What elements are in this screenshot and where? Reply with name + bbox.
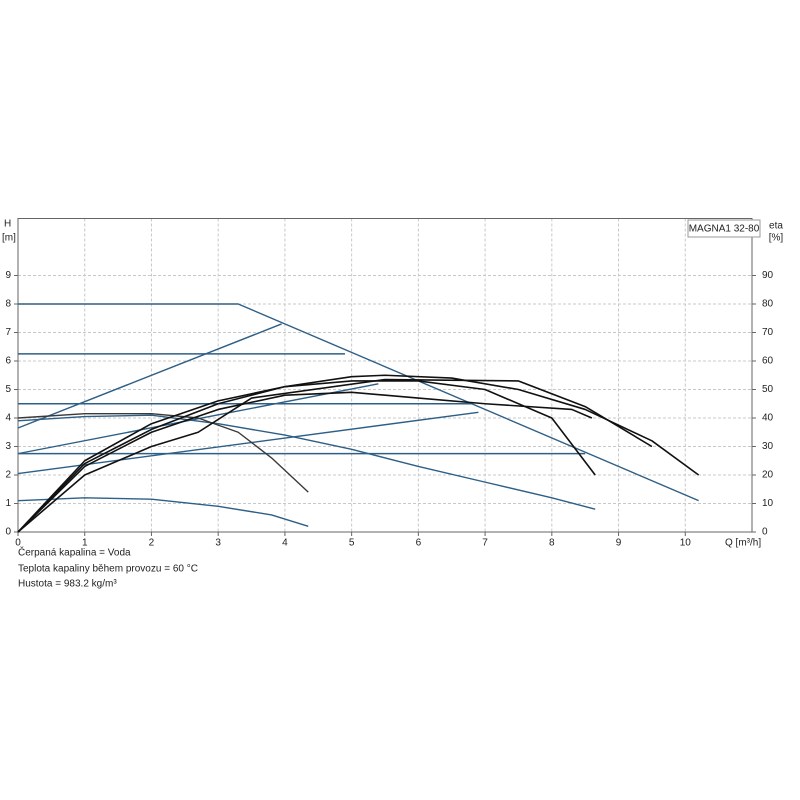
title-box [687, 219, 761, 238]
x-tick-label: 9 [616, 538, 622, 549]
y-tick-label: 0 [5, 527, 11, 538]
x-tick-label: 7 [482, 538, 488, 549]
chart-title: MAGNA1 32-80 [689, 224, 760, 235]
y-tick-label: 3 [5, 441, 11, 452]
efficiency-curve [17, 380, 596, 533]
y2-axis-label: eta [769, 221, 783, 232]
y2-tick-label: 20 [762, 470, 774, 481]
x-tick-label: 10 [680, 538, 692, 549]
y-tick-label: 4 [5, 413, 11, 424]
y-tick-label: 2 [5, 470, 11, 481]
y2-tick-label: 50 [762, 384, 774, 395]
head-curve [17, 414, 596, 510]
efficiency-curve [17, 378, 653, 533]
y2-tick-label: 70 [762, 327, 774, 338]
x-tick-label: 4 [282, 538, 288, 549]
note: Čerpaná kapalina = Voda [18, 546, 131, 559]
y-axis-unit: [m] [2, 233, 16, 244]
y-tick-label: 6 [5, 356, 11, 367]
y2-tick-label: 30 [762, 441, 774, 452]
x-tick-label: 5 [349, 538, 355, 549]
y-tick-label: 5 [5, 384, 11, 395]
y2-tick-label: 40 [762, 413, 774, 424]
y2-tick-label: 80 [762, 299, 774, 310]
efficiency-curve [17, 374, 700, 533]
x-tick-label: 1 [82, 538, 88, 549]
x-tick-label: 3 [215, 538, 221, 549]
note: Teplota kapaliny během provozu = 60 °C [18, 564, 198, 575]
y-tick-label: 9 [5, 270, 11, 281]
note: Hustota = 983.2 kg/m³ [18, 579, 117, 590]
head-curve [17, 413, 309, 493]
x-tick-label: 0 [15, 538, 21, 549]
y-tick-label: 1 [5, 498, 11, 509]
efficiency-curve [17, 391, 593, 533]
head-curve [17, 323, 282, 429]
y-axis-label: H [4, 219, 11, 230]
head-curve [18, 303, 699, 502]
y2-tick-label: 10 [762, 498, 774, 509]
head-curve [17, 497, 309, 527]
head-curve [17, 411, 479, 475]
y2-tick-label: 0 [762, 527, 768, 538]
x-tick-label: 8 [549, 538, 555, 549]
x-tick-label: 6 [416, 538, 422, 549]
x-tick-label: 2 [149, 538, 155, 549]
y-tick-label: 8 [5, 299, 11, 310]
y2-axis-unit: [%] [769, 233, 784, 244]
x-axis-label: Q [m³/h] [725, 538, 761, 549]
y2-tick-label: 90 [762, 270, 774, 281]
plot-frame [17, 218, 753, 533]
y2-tick-label: 60 [762, 356, 774, 367]
y-tick-label: 7 [5, 327, 11, 338]
